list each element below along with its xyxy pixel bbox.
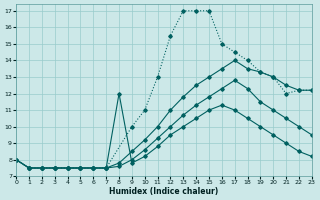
X-axis label: Humidex (Indice chaleur): Humidex (Indice chaleur)	[109, 187, 219, 196]
